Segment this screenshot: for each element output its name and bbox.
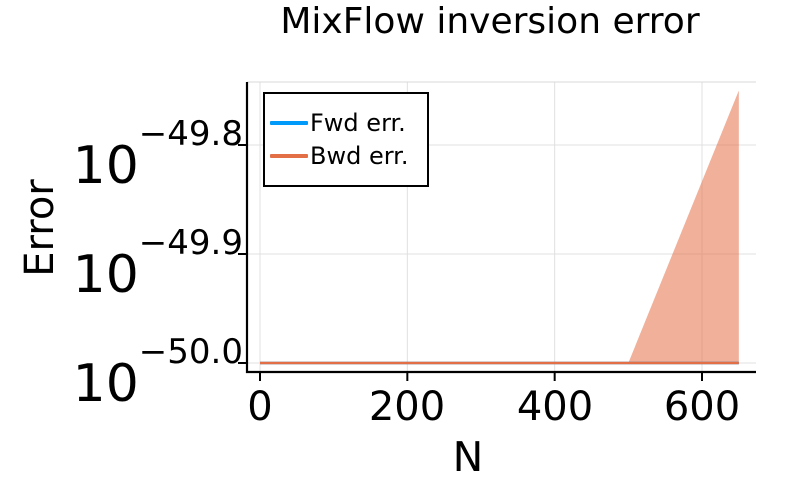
legend-label: Fwd err. [310,108,406,137]
x-tick-label: 0 [247,384,273,430]
error-band-1 [260,90,739,363]
x-tick-label: 400 [516,384,594,430]
legend-line-sample-bwd [270,153,308,158]
y-tick-exponent: −49.9 [138,223,243,263]
legend-label: Bwd err. [310,141,409,170]
chart-title: MixFlow inversion error [280,1,700,42]
x-axis-label: N [452,433,484,481]
y-tick-base: 10 [72,245,139,305]
x-tick-label: 600 [663,384,741,430]
y-tick-label: 10−49.9 [48,226,243,301]
legend-item: Bwd err. [270,139,425,172]
legend-item: Fwd err. [270,106,425,139]
legend-line-sample-fwd [270,120,308,125]
y-tick-label: 10−50.0 [48,335,243,410]
y-tick-base: 10 [72,136,139,196]
y-tick-label: 10−49.8 [48,117,243,192]
legend: Fwd err. Bwd err. [263,92,429,187]
y-tick-exponent: −50.0 [138,332,243,372]
y-tick-exponent: −49.8 [138,114,243,154]
x-tick-label: 200 [368,384,446,430]
y-tick-base: 10 [72,354,139,414]
